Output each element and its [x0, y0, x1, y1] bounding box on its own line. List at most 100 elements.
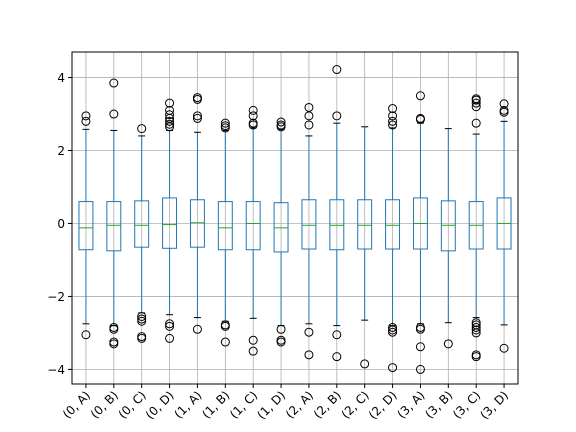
box [440, 200, 456, 252]
box-group [106, 78, 122, 349]
outlier-point [192, 324, 202, 334]
box-group [329, 65, 345, 362]
outlier-point [165, 321, 175, 331]
box-group [496, 99, 512, 353]
outlier-point [165, 333, 175, 343]
outlier-point [109, 324, 119, 334]
outlier-point [192, 93, 202, 103]
box-layer [78, 65, 512, 374]
box [134, 200, 150, 248]
outlier-point [415, 364, 425, 374]
box [189, 199, 205, 248]
outlier-point [360, 359, 370, 369]
box [329, 199, 345, 251]
outlier-point [415, 324, 425, 334]
outlier-point [388, 327, 398, 337]
outlier-point [81, 111, 91, 121]
outlier-point [332, 111, 342, 121]
outlier-point [137, 124, 147, 134]
outlier-point [388, 325, 398, 335]
outlier-point [220, 118, 230, 128]
outlier-point [109, 339, 119, 349]
outlier-point [81, 116, 91, 126]
outlier-point [248, 346, 258, 356]
box-group [468, 94, 484, 362]
axes-frame [71, 51, 519, 385]
outlier-point [332, 65, 342, 75]
outlier-point [499, 105, 509, 115]
box-group [134, 124, 150, 343]
axes-layer [68, 51, 519, 388]
outlier-point [165, 119, 175, 129]
outlier-point [137, 314, 147, 324]
outlier-point [109, 78, 119, 88]
box [78, 201, 94, 251]
y-tick-label: 4 [57, 71, 65, 85]
outlier-point [248, 118, 258, 128]
outlier-point [220, 121, 230, 131]
outlier-point [499, 343, 509, 353]
y-tick-label: 0 [57, 217, 65, 231]
outlier-point [304, 327, 314, 337]
box-group [273, 117, 289, 347]
outlier-point [220, 321, 230, 331]
outlier-point [276, 324, 286, 334]
box-group [245, 105, 261, 356]
box [162, 197, 178, 249]
box [301, 199, 317, 250]
box [245, 201, 261, 251]
outlier-point [471, 325, 481, 335]
outlier-point [388, 322, 398, 332]
outlier-point [165, 319, 175, 329]
outlier-point [192, 113, 202, 123]
box-group [440, 128, 456, 349]
outlier-point [165, 98, 175, 108]
outlier-point [304, 350, 314, 360]
outlier-point [443, 339, 453, 349]
box-group [357, 126, 373, 369]
outlier-point [276, 337, 286, 347]
outlier-point [165, 116, 175, 126]
outlier-point [388, 120, 398, 130]
outlier-point [499, 99, 509, 109]
outlier-point [81, 330, 91, 340]
outlier-point [388, 363, 398, 373]
y-tick-label: 2 [57, 144, 65, 158]
outlier-point [165, 110, 175, 120]
outlier-point [165, 105, 175, 115]
outlier-point [388, 104, 398, 114]
outlier-point [471, 328, 481, 338]
outlier-point [304, 120, 314, 130]
outlier-point [415, 91, 425, 101]
box-group [162, 98, 178, 343]
outlier-point [220, 123, 230, 133]
outlier-point [109, 109, 119, 119]
box-group [78, 111, 94, 340]
outlier-point [388, 116, 398, 126]
box-group [412, 91, 428, 374]
outlier-point [248, 105, 258, 115]
outlier-point [471, 352, 481, 362]
box [273, 202, 289, 253]
outlier-point [471, 94, 481, 104]
outlier-point [137, 316, 147, 326]
outlier-point [276, 117, 286, 127]
outlier-point [471, 98, 481, 108]
outlier-point [137, 333, 147, 343]
outlier-point [415, 342, 425, 352]
outlier-point [332, 352, 342, 362]
box [385, 199, 401, 250]
box-group [301, 102, 317, 360]
box [357, 199, 373, 250]
box-group [189, 93, 205, 334]
outlier-point [332, 330, 342, 340]
outlier-point [248, 111, 258, 121]
y-tick-label: −4 [47, 363, 65, 377]
outlier-point [192, 111, 202, 121]
outlier-point [248, 335, 258, 345]
outlier-point [137, 312, 147, 322]
box [106, 201, 122, 252]
outlier-point [276, 120, 286, 130]
y-tick-label: −2 [47, 290, 65, 304]
